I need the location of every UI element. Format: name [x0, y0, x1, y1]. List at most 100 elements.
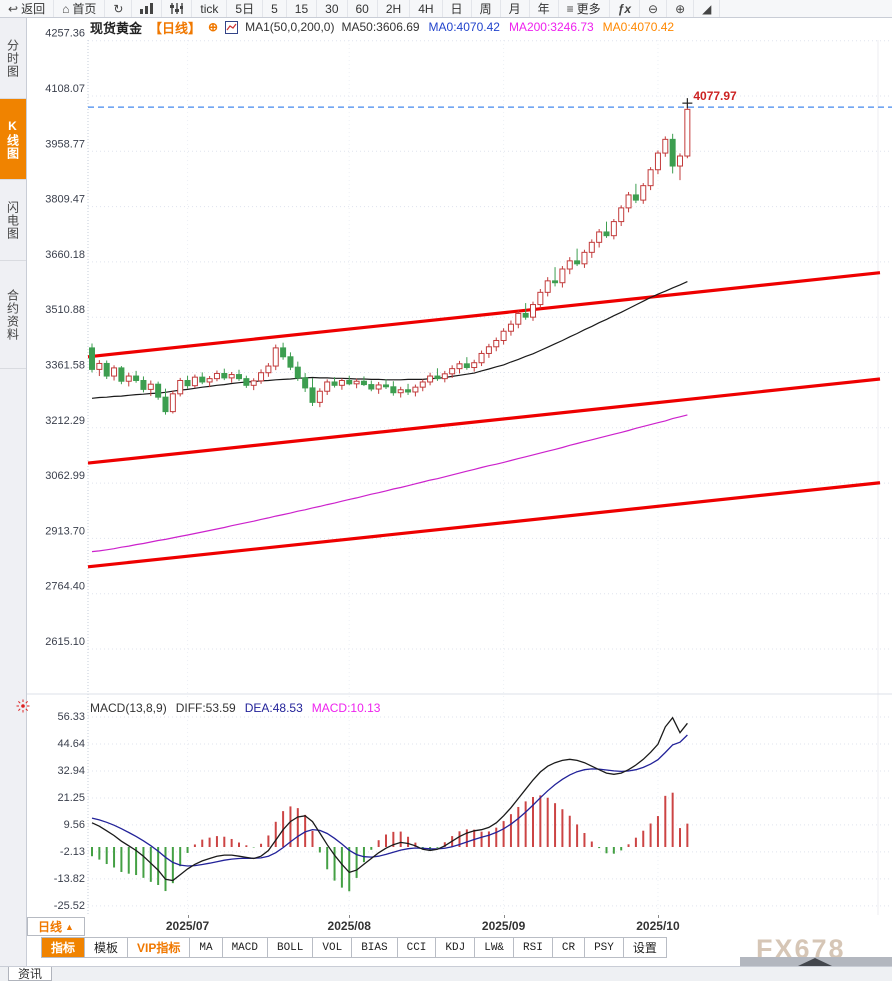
- svg-text:3958.77: 3958.77: [45, 138, 85, 150]
- tab-cr[interactable]: CR: [552, 937, 586, 958]
- chart-content: 现货黄金 【日线】 ⊕ MA1(50,0,200,0) MA50:3606.69…: [27, 18, 892, 981]
- period-2h-button-label: 2H: [385, 1, 402, 16]
- refresh-button[interactable]: ↻: [105, 0, 133, 17]
- ma-value-0: MA50:3606.69: [341, 20, 420, 34]
- tab-template[interactable]: 模板: [85, 937, 129, 958]
- zoom-in-button[interactable]: ⊕: [667, 0, 695, 17]
- tab-settings[interactable]: 设置: [623, 937, 667, 958]
- period-day-button[interactable]: 日: [443, 0, 472, 17]
- draw-button[interactable]: ◢: [694, 0, 721, 17]
- sidebar-item-kline-chart[interactable]: K线图: [0, 99, 26, 180]
- period-15m-button-label: 15: [294, 1, 309, 16]
- month-tick: [657, 915, 659, 918]
- tab-bias[interactable]: BIAS: [352, 937, 398, 958]
- svg-text:3361.58: 3361.58: [45, 360, 85, 372]
- period-selector[interactable]: 日线 ▲: [27, 917, 85, 936]
- period-5d-button[interactable]: 5日: [227, 0, 264, 17]
- macd-title: MACD(13,8,9): [90, 701, 167, 715]
- zoom-out-button[interactable]: ⊖: [640, 0, 668, 17]
- fx-icon: ƒx: [617, 1, 631, 16]
- chart-title-row: 现货黄金 【日线】 ⊕ MA1(50,0,200,0) MA50:3606.69…: [90, 18, 674, 36]
- toolbar: ↩ 返回 ⌂ 首页 ↻ tick 5日 5 15 30 60 2H 4H 日 周 月年 ≡ 更多 ƒx ⊖ ⊕ ◢: [0, 0, 892, 18]
- svg-text:21.25: 21.25: [57, 792, 85, 804]
- zoom-out-icon: ⊖: [648, 1, 659, 16]
- home-button[interactable]: ⌂ 首页: [54, 0, 106, 17]
- svg-text:3212.29: 3212.29: [45, 415, 85, 427]
- period-month-button[interactable]: 月: [501, 0, 530, 17]
- period-tick-button[interactable]: tick: [192, 0, 228, 17]
- tab-kdj[interactable]: KDJ: [436, 937, 476, 958]
- period-year-button[interactable]: 年: [530, 0, 559, 17]
- ma-value-3: MA0:4070.42: [602, 20, 675, 34]
- tab-cci[interactable]: CCI: [397, 937, 437, 958]
- period-4h-button[interactable]: 4H: [410, 0, 443, 17]
- chart-style-button[interactable]: [132, 0, 163, 17]
- period-15m-button[interactable]: 15: [287, 0, 318, 17]
- tab-ma[interactable]: MA: [190, 937, 223, 958]
- period-2h-button[interactable]: 2H: [378, 0, 411, 17]
- period-selector-label: 日线: [38, 920, 63, 934]
- period-week-button-label: 周: [479, 2, 492, 16]
- pane-settings-icon[interactable]: [16, 699, 30, 718]
- menu-icon: ≡: [566, 1, 574, 16]
- tab-psy[interactable]: PSY: [585, 937, 624, 958]
- period-month-button-label: 月: [508, 2, 521, 16]
- month-tick: [187, 915, 189, 918]
- period-label: 【日线】: [149, 20, 202, 36]
- month-tick: [349, 915, 351, 918]
- svg-text:2615.10: 2615.10: [45, 636, 85, 648]
- period-week-button[interactable]: 周: [472, 0, 501, 17]
- svg-text:4108.07: 4108.07: [45, 83, 85, 95]
- plus-icon[interactable]: ⊕: [208, 20, 219, 34]
- candles: [89, 107, 691, 415]
- svg-text:-2.13: -2.13: [60, 846, 85, 858]
- mini-chart-icon[interactable]: [225, 20, 239, 34]
- app-body: 分时图 K线图 闪电图 合约资料 现货黄金 【日线】 ⊕ MA1(50,0,200,0…: [0, 18, 892, 981]
- period-60m-button-label: 60: [355, 1, 369, 16]
- x-axis-row: 日线 ▲ 2025/07 2025/08 2025/09 2025/10: [27, 915, 892, 937]
- svg-text:4257.36: 4257.36: [45, 28, 85, 40]
- month-label: 2025/10: [636, 919, 680, 933]
- period-5m-button[interactable]: 5: [263, 0, 287, 17]
- zoom-in-icon: ⊕: [675, 1, 686, 16]
- refresh-icon: ↻: [113, 1, 124, 16]
- macd-values: DIFF:53.59 DEA:48.53 MACD:10.13: [176, 701, 381, 715]
- tab-vol[interactable]: VOL: [313, 937, 353, 958]
- tab-lw[interactable]: LW&: [475, 937, 515, 958]
- scrollbar-thumb-icon[interactable]: [798, 958, 832, 966]
- symbol-name: 现货黄金: [90, 20, 143, 36]
- ma-values: MA50:3606.69 MA0:4070.42 MA200:3246.73 MA0:…: [341, 20, 674, 34]
- svg-text:32.94: 32.94: [57, 765, 85, 777]
- svg-text:-25.52: -25.52: [54, 900, 85, 912]
- sidebar-item-time-chart[interactable]: 分时图: [0, 18, 26, 99]
- period-day-button-label: 日: [450, 2, 463, 16]
- sidebar-item-lightning-chart[interactable]: 闪电图: [0, 180, 26, 261]
- sidebar-item-contract-info[interactable]: 合约资料: [0, 261, 26, 369]
- ma-value-1: MA0:4070.42: [428, 20, 500, 34]
- indicator-panel-button[interactable]: [162, 0, 193, 17]
- tab-vip-indicator[interactable]: VIP指标: [128, 937, 191, 958]
- back-button[interactable]: ↩ 返回: [0, 0, 55, 17]
- tab-rsi[interactable]: RSI: [514, 937, 553, 958]
- back-button-label: 返回: [21, 2, 46, 16]
- svg-text:9.56: 9.56: [64, 819, 85, 831]
- ma-value-2: MA200:3246.73: [508, 20, 594, 34]
- fx-button[interactable]: ƒx: [610, 0, 640, 17]
- draw-icon: ◢: [702, 1, 712, 16]
- period-4h-button-label: 4H: [418, 1, 434, 16]
- ma-settings-label: MA1(50,0,200,0): [245, 20, 335, 34]
- tab-boll[interactable]: BOLL: [267, 937, 314, 958]
- tab-indicator[interactable]: 指标: [41, 937, 86, 958]
- month-tick: [503, 915, 505, 918]
- macd-value-2: MACD:10.13: [311, 701, 381, 715]
- kline-chart[interactable]: 4257.36 4108.07 3958.77 3809.47 3660.18 3510.…: [27, 18, 892, 915]
- chart-type-sidebar: 分时图 K线图 闪电图 合约资料: [0, 18, 27, 981]
- news-tab[interactable]: 资讯: [8, 967, 53, 981]
- period-30m-button[interactable]: 30: [317, 0, 348, 17]
- svg-text:56.33: 56.33: [57, 711, 85, 723]
- more-button[interactable]: ≡ 更多: [559, 0, 610, 17]
- month-label: 2025/09: [481, 919, 526, 933]
- tab-macd[interactable]: MACD: [222, 937, 268, 958]
- horizontal-scrollbar[interactable]: [740, 957, 892, 966]
- period-60m-button[interactable]: 60: [348, 0, 378, 17]
